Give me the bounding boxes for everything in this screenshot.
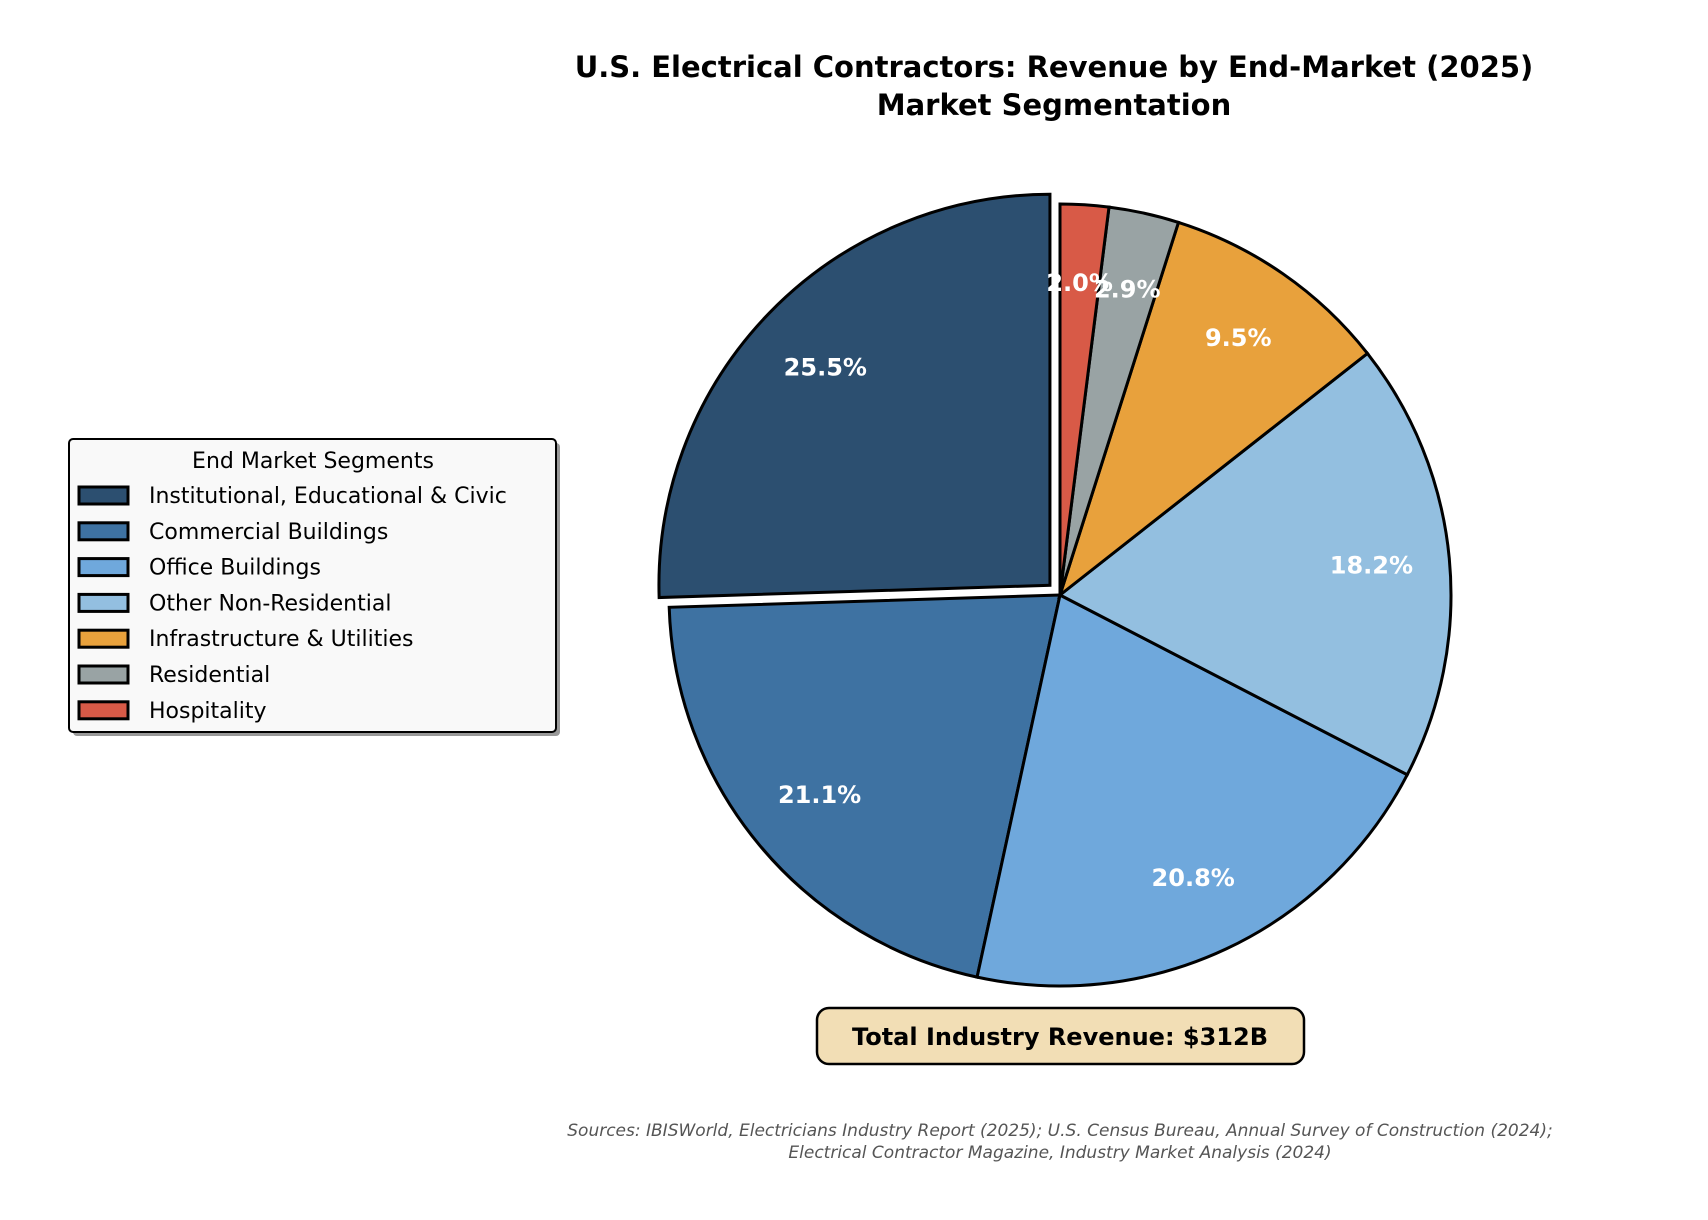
legend-title: End Market Segments [192, 449, 434, 474]
legend-label-residential: Residential [149, 663, 270, 688]
legend-label-hospitality: Hospitality [149, 699, 267, 724]
pie-slice-institutional-educational-civic [657, 192, 1052, 600]
legend-swatch-commercial-buildings [77, 521, 130, 542]
pie-label-other-non-residential: 18.2% [1330, 552, 1413, 580]
legend-label-office-buildings: Office Buildings [149, 556, 321, 581]
legend-swatch-hospitality [77, 700, 130, 721]
legend: End Market Segments Institutional, Educa… [68, 438, 560, 736]
chart-subtitle: Market Segmentation [877, 88, 1232, 122]
legend-label-other-non-residential: Other Non-Residential [149, 591, 391, 616]
pie-label-residential: 2.9% [1094, 276, 1161, 304]
pie-slice-office-buildings [975, 592, 1410, 988]
pie-slice-hospitality [1058, 202, 1111, 596]
legend-swatch-residential [77, 664, 130, 685]
pie-label-institutional-educational-civic: 25.5% [784, 354, 867, 382]
legend-swatch-office-buildings [77, 557, 130, 578]
legend-swatch-other-non-residential [77, 592, 130, 613]
total-revenue-box [815, 1006, 1306, 1066]
sources-line-2: Electrical Contractor Magazine, Industry… [788, 1143, 1331, 1163]
sources-line-1: Sources: IBISWorld, Electricians Industr… [567, 1121, 1553, 1141]
pie-slice-infrastructure-utilities [1057, 220, 1370, 600]
pie-slice-other-non-residential [1057, 351, 1453, 777]
pie-label-hospitality: 2.0% [1046, 269, 1113, 297]
legend-box [68, 438, 557, 733]
pie-slice-commercial-buildings [667, 593, 1062, 979]
pie-label-office-buildings: 20.8% [1152, 864, 1235, 892]
legend-label-commercial-buildings: Commercial Buildings [149, 520, 388, 545]
legend-swatch-institutional-educational-civic [77, 485, 130, 506]
pie-label-commercial-buildings: 21.1% [778, 781, 861, 809]
total-revenue-text: Total Industry Revenue: $312B [852, 1023, 1268, 1051]
chart-title: U.S. Electrical Contractors: Revenue by … [575, 50, 1534, 84]
total-revenue-annotation: Total Industry Revenue: $312B [815, 1006, 1306, 1066]
pie-slices [657, 192, 1453, 988]
legend-swatch-infrastructure-utilities [77, 628, 130, 649]
pie-percent-labels: 25.5% 21.1% 20.8% 18.2% 9.5% 2.9%2.0% [778, 269, 1413, 892]
legend-label-institutional-educational-civic: Institutional, Educational & Civic [149, 484, 507, 509]
pie-label-infrastructure-utilities: 9.5% [1205, 324, 1272, 352]
legend-label-infrastructure-utilities: Infrastructure & Utilities [149, 627, 413, 652]
